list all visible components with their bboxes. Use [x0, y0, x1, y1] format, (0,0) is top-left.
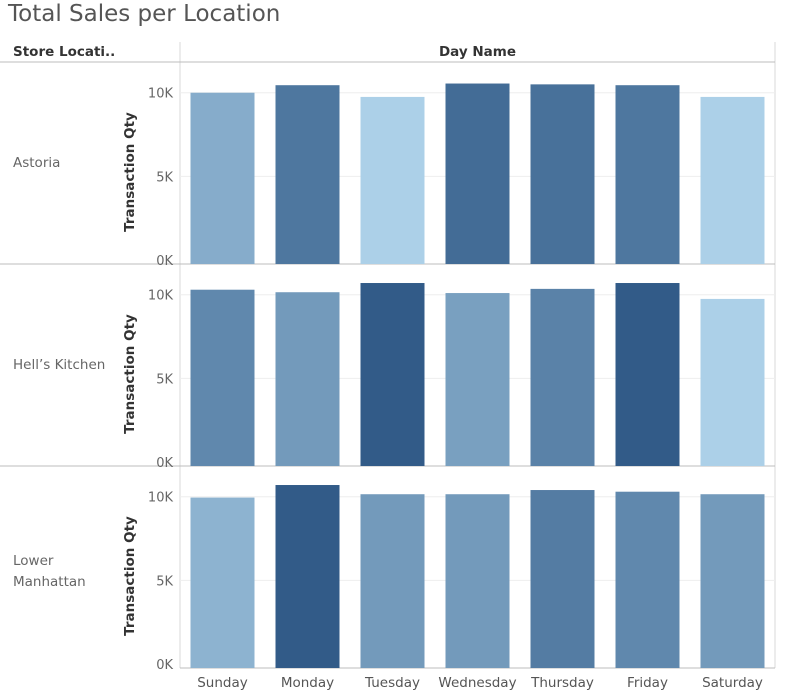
- bar-monday: [275, 485, 340, 668]
- x-tick-label: Thursday: [530, 675, 594, 691]
- bar-monday: [275, 292, 340, 466]
- bar-thursday: [530, 490, 595, 668]
- bar-tuesday: [360, 283, 425, 466]
- y-tick-label: 5K: [156, 170, 173, 185]
- row-label[interactable]: Astoria: [13, 155, 61, 171]
- row-label[interactable]: Hell’s Kitchen: [13, 357, 106, 373]
- x-tick-label: Tuesday: [364, 675, 420, 691]
- bar-friday: [615, 85, 680, 264]
- bar-tuesday: [360, 494, 425, 668]
- x-tick-label: Saturday: [702, 675, 763, 691]
- x-tick-label: Wednesday: [438, 675, 516, 691]
- y-tick-label: 10K: [148, 87, 174, 102]
- bar-friday: [615, 491, 680, 668]
- x-tick-label: Friday: [627, 675, 668, 691]
- panel-0: 0K 5K 10K Transaction Qty: [0, 83, 775, 269]
- y-tick-label: 0K: [156, 658, 173, 673]
- x-tick-label: Monday: [281, 675, 334, 691]
- column-field-header[interactable]: Day Name: [438, 44, 517, 60]
- panel-2: 0K 5K 10K Transaction Qty: [122, 485, 775, 673]
- bar-wednesday: [445, 83, 510, 264]
- bar-friday: [615, 283, 680, 466]
- bar-sunday: [190, 92, 255, 265]
- y-tick-label: 5K: [156, 574, 173, 589]
- y-axis-title: Transaction Qty: [122, 516, 138, 636]
- chart-title: Total Sales per Location: [8, 1, 281, 27]
- y-tick-label: 0K: [156, 254, 173, 269]
- bar-thursday: [530, 288, 595, 466]
- row-label[interactable]: Lower Manhattan: [13, 553, 86, 590]
- y-tick-label: 10K: [148, 491, 174, 506]
- bar-monday: [275, 85, 340, 264]
- bar-wednesday: [445, 494, 510, 668]
- bar-saturday: [700, 494, 765, 668]
- y-tick-label: 0K: [156, 456, 173, 471]
- x-tick-label: Sunday: [197, 675, 248, 691]
- y-axis-title: Transaction Qty: [122, 112, 138, 232]
- bar-wednesday: [445, 293, 510, 466]
- row-field-header[interactable]: Store Locati..: [13, 44, 116, 60]
- y-tick-label: 10K: [148, 289, 174, 304]
- bar-saturday: [700, 298, 765, 466]
- y-axis-title: Transaction Qty: [122, 314, 138, 434]
- bar-sunday: [190, 497, 255, 668]
- bar-saturday: [700, 96, 765, 264]
- bar-thursday: [530, 84, 595, 264]
- y-tick-label: 5K: [156, 372, 173, 387]
- bar-tuesday: [360, 96, 425, 264]
- header-row: Store Locati.. Day Name: [0, 42, 776, 62]
- bar-sunday: [190, 289, 255, 466]
- panel-1: 0K 5K 10K Transaction Qty: [0, 283, 775, 471]
